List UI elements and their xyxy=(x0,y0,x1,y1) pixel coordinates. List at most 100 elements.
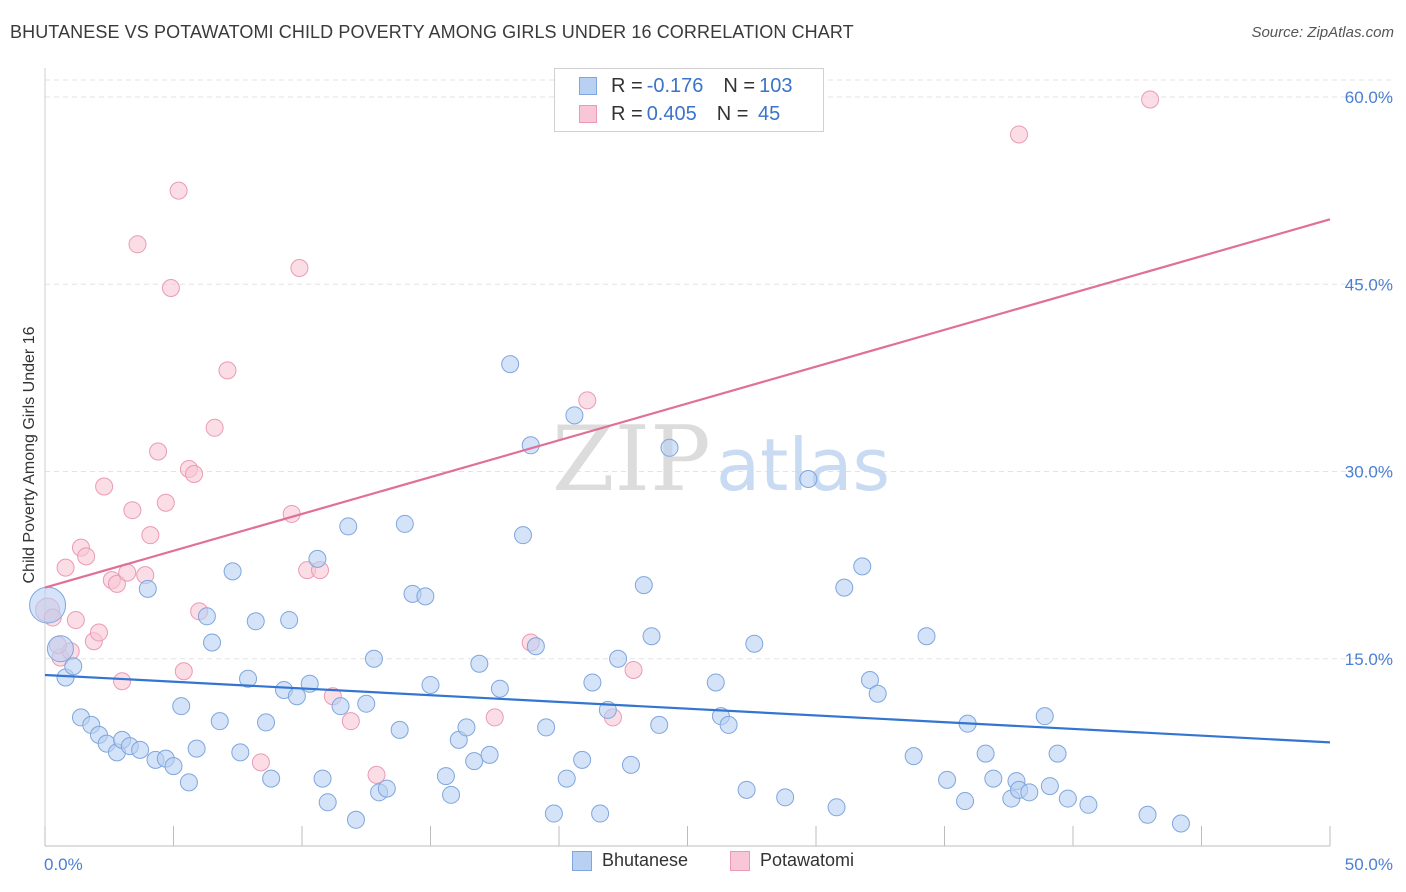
grid-lines xyxy=(45,79,1392,660)
bhutanese-point xyxy=(280,611,299,630)
trend-lines xyxy=(44,218,1331,744)
bhutanese-point xyxy=(339,517,358,536)
potawatomi-point xyxy=(290,259,309,278)
bhutanese-point xyxy=(776,788,795,807)
bhutanese-point xyxy=(526,637,545,656)
bhutanese-point xyxy=(318,793,337,812)
bhutanese-point xyxy=(223,562,242,581)
bhutanese-point xyxy=(976,744,995,763)
bhutanese-point xyxy=(565,406,584,425)
potawatomi-point xyxy=(169,181,188,200)
bhutanese-point xyxy=(557,769,576,788)
bhutanese-point xyxy=(573,750,592,769)
bhutanese-point xyxy=(64,657,83,676)
bhutanese-point xyxy=(799,469,818,488)
potawatomi-point xyxy=(174,662,193,681)
bhutanese-point xyxy=(187,739,206,758)
bhutanese-point xyxy=(480,745,499,764)
potawatomi-point xyxy=(578,391,597,410)
bhutanese-point xyxy=(1020,783,1039,802)
bhutanese-point xyxy=(346,810,365,829)
bhutanese-point xyxy=(164,757,183,776)
x-tick-label: 50.0% xyxy=(1345,855,1393,874)
bhutanese-point xyxy=(501,355,520,374)
potawatomi-point xyxy=(149,442,168,461)
source-credit: Source: ZipAtlas.com xyxy=(1251,24,1394,41)
potawatomi-point xyxy=(113,672,132,691)
bhutanese-point xyxy=(470,654,489,673)
bhutanese-point xyxy=(390,720,409,739)
bhutanese-legend-label: Bhutanese xyxy=(602,850,689,870)
legend-row-potawatomi: R = 0.405 N = 45 xyxy=(555,100,780,128)
n-value-bhutanese: 103 xyxy=(759,74,793,97)
bhutanese-point xyxy=(179,773,198,792)
y-tick-label: 15.0% xyxy=(1345,650,1393,669)
potawatomi-point xyxy=(485,708,504,727)
bhutanese-point xyxy=(1138,805,1157,824)
tick-labels: 15.0% 30.0% 45.0% 60.0% 0.0% 50.0% xyxy=(44,88,1393,874)
bhutanese-point xyxy=(660,438,679,457)
x-tick-label: 0.0% xyxy=(44,855,83,874)
r-value-potawatomi: 0.405 xyxy=(646,102,697,125)
bhutanese-point xyxy=(364,649,383,668)
bhutanese-point xyxy=(853,557,872,576)
potawatomi-point xyxy=(89,623,108,642)
bhutanese-point xyxy=(203,633,222,652)
bhutanese-point xyxy=(537,718,556,737)
correlation-legend: R = -0.176 N = 103 R = 0.405 N = 45 xyxy=(554,68,824,132)
bhutanese-point xyxy=(706,673,725,692)
bhutanese-point xyxy=(956,792,975,811)
bhutanese-swatch xyxy=(579,77,597,95)
bhutanese-point xyxy=(583,673,602,692)
bhutanese-point xyxy=(465,752,484,771)
potawatomi-point xyxy=(185,464,204,483)
bhutanese-point xyxy=(416,587,435,606)
bhutanese-point xyxy=(860,670,879,689)
potawatomi-point xyxy=(141,526,160,545)
bhutanese-point xyxy=(246,612,265,631)
n-label: N = xyxy=(723,74,756,97)
y-tick-label: 30.0% xyxy=(1345,463,1393,482)
legend-row-bhutanese: R = -0.176 N = 103 xyxy=(555,72,792,100)
bhutanese-point xyxy=(239,669,258,688)
bhutanese-point xyxy=(642,627,661,646)
potawatomi-point xyxy=(123,501,142,520)
bhutanese-point xyxy=(1079,795,1098,814)
n-value-potawatomi: 45 xyxy=(752,102,781,125)
bhutanese-point xyxy=(938,770,957,789)
bhutanese-points xyxy=(29,355,1190,833)
potawatomi-point xyxy=(282,504,301,523)
bhutanese-point xyxy=(1058,789,1077,808)
bhutanese-point xyxy=(436,767,455,786)
bhutanese-point xyxy=(719,715,738,734)
bhutanese-point xyxy=(634,576,653,595)
bhutanese-point xyxy=(737,780,756,799)
potawatomi-point xyxy=(156,493,175,512)
potawatomi-point xyxy=(341,712,360,731)
bhutanese-point xyxy=(172,697,191,716)
y-axis-label: Child Poverty Among Girls Under 16 xyxy=(21,326,38,583)
axes xyxy=(44,68,1331,847)
potawatomi-swatch xyxy=(579,105,597,123)
bhutanese-point xyxy=(650,715,669,734)
bhutanese-point xyxy=(917,627,936,646)
bhutanese-point xyxy=(313,769,332,788)
potawatomi-point xyxy=(56,558,75,577)
watermark: ZIP atlas xyxy=(552,407,890,512)
potawatomi-trend-line xyxy=(44,218,1331,589)
bhutanese-point xyxy=(621,755,640,774)
potawatomi-point xyxy=(624,660,643,679)
bhutanese-point xyxy=(904,747,923,766)
bhutanese-point xyxy=(984,769,1003,788)
bhutanese-point xyxy=(514,526,533,545)
bhutanese-point xyxy=(421,675,440,694)
potawatomi-point xyxy=(1141,90,1160,109)
bhutanese-point xyxy=(257,713,276,732)
r-value-bhutanese: -0.176 xyxy=(646,74,704,97)
watermark-zip: ZIP xyxy=(552,407,711,512)
bhutanese-legend-swatch xyxy=(572,850,592,871)
bhutanese-point xyxy=(490,679,509,698)
y-tick-label: 60.0% xyxy=(1345,88,1393,107)
bhutanese-point xyxy=(231,743,250,762)
